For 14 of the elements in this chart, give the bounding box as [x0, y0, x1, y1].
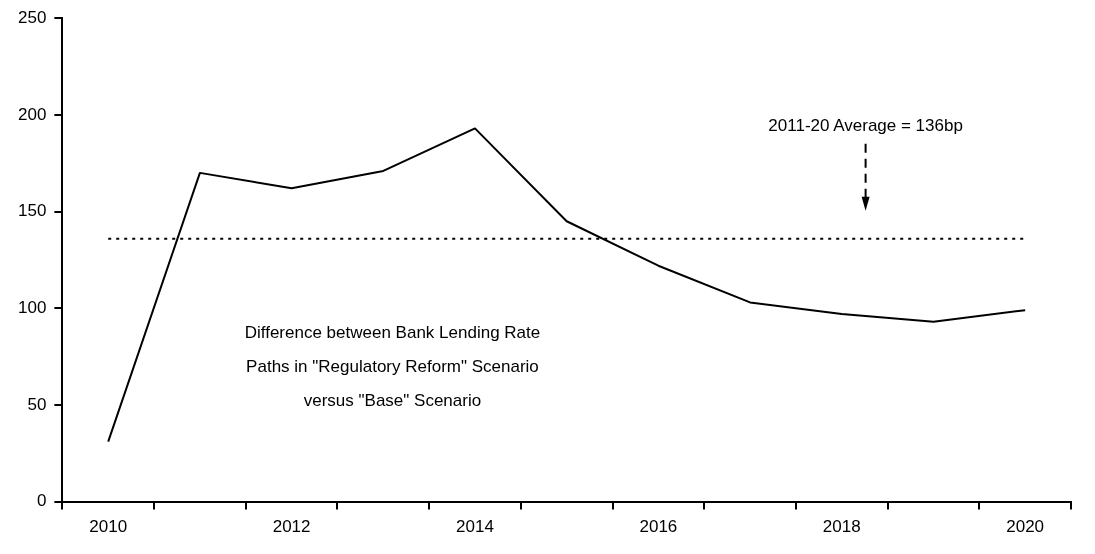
x-tick-label: 2016	[639, 517, 678, 537]
x-tick-label: 2010	[89, 517, 128, 537]
x-tick-label: 2014	[456, 517, 494, 537]
x-tick-label: 2018	[822, 517, 861, 537]
y-tick-label: 250	[17, 7, 47, 27]
y-tick-label: 200	[17, 104, 47, 124]
x-tick-label: 2020	[1006, 517, 1045, 537]
y-tick-label: 150	[17, 201, 47, 221]
y-tick-label: 100	[17, 297, 47, 317]
x-tick-label: 2012	[272, 517, 311, 537]
annotation: Difference between Bank Lending Rate Paths in "Regulatory Reform" Scenario versus "Base" Scenario	[244, 323, 541, 411]
y-tick-label: 50	[27, 394, 47, 414]
y-tick-label: 0	[36, 491, 47, 511]
ref-line-label: 2011-20 Average = 136bp	[768, 115, 963, 135]
